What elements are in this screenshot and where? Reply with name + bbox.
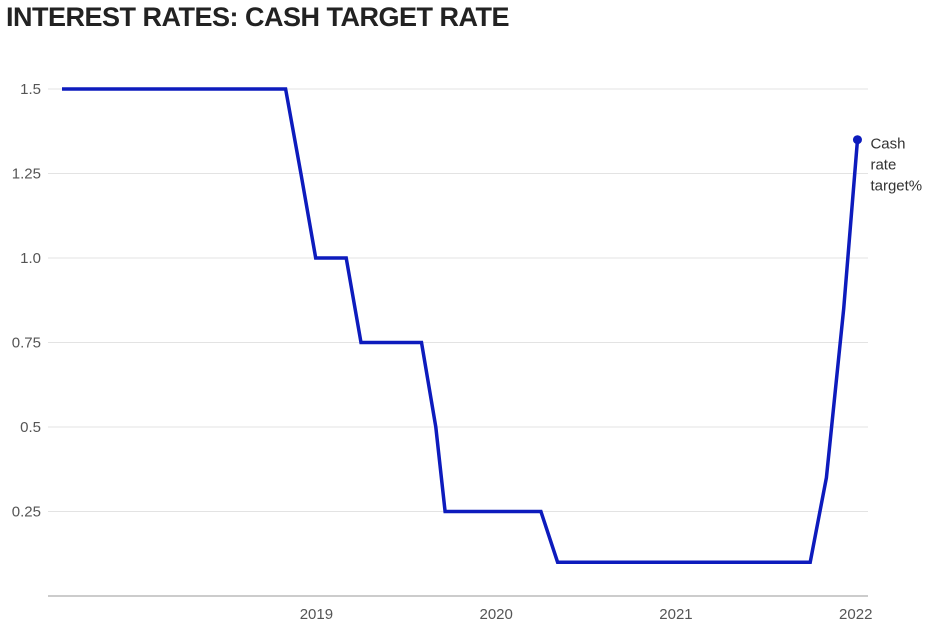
x-tick-label: 2021 — [659, 606, 692, 623]
series-label-line: target% — [870, 178, 922, 195]
series-label: Cash rate target% — [870, 136, 922, 195]
y-tick-label: 0.75 — [12, 335, 41, 352]
y-tick-label: 0.25 — [12, 504, 41, 521]
x-tick-label: 2020 — [479, 606, 512, 623]
y-axis-tick-labels: 0.25 0.5 0.75 1.0 1.25 1.5 — [12, 81, 41, 521]
series-end-point — [852, 135, 862, 145]
y-tick-label: 1.5 — [20, 81, 41, 98]
series-label-line: rate — [870, 157, 896, 174]
series-layer — [62, 87, 862, 564]
x-axis-tick-labels: 2019 2020 2021 2022 — [300, 606, 873, 623]
x-tick-label: 2019 — [300, 606, 333, 623]
series-line-cash-rate-target — [62, 87, 860, 564]
series-label-line: Cash — [870, 136, 905, 153]
y-tick-label: 1.25 — [12, 166, 41, 183]
gridlines — [48, 88, 868, 512]
y-tick-label: 0.5 — [20, 419, 41, 436]
y-tick-label: 1.0 — [20, 250, 41, 267]
series-end-label: Cash rate target% — [870, 136, 922, 195]
x-tick-label: 2022 — [839, 606, 872, 623]
chart-title: INTEREST RATES: CASH TARGET RATE — [6, 2, 510, 32]
